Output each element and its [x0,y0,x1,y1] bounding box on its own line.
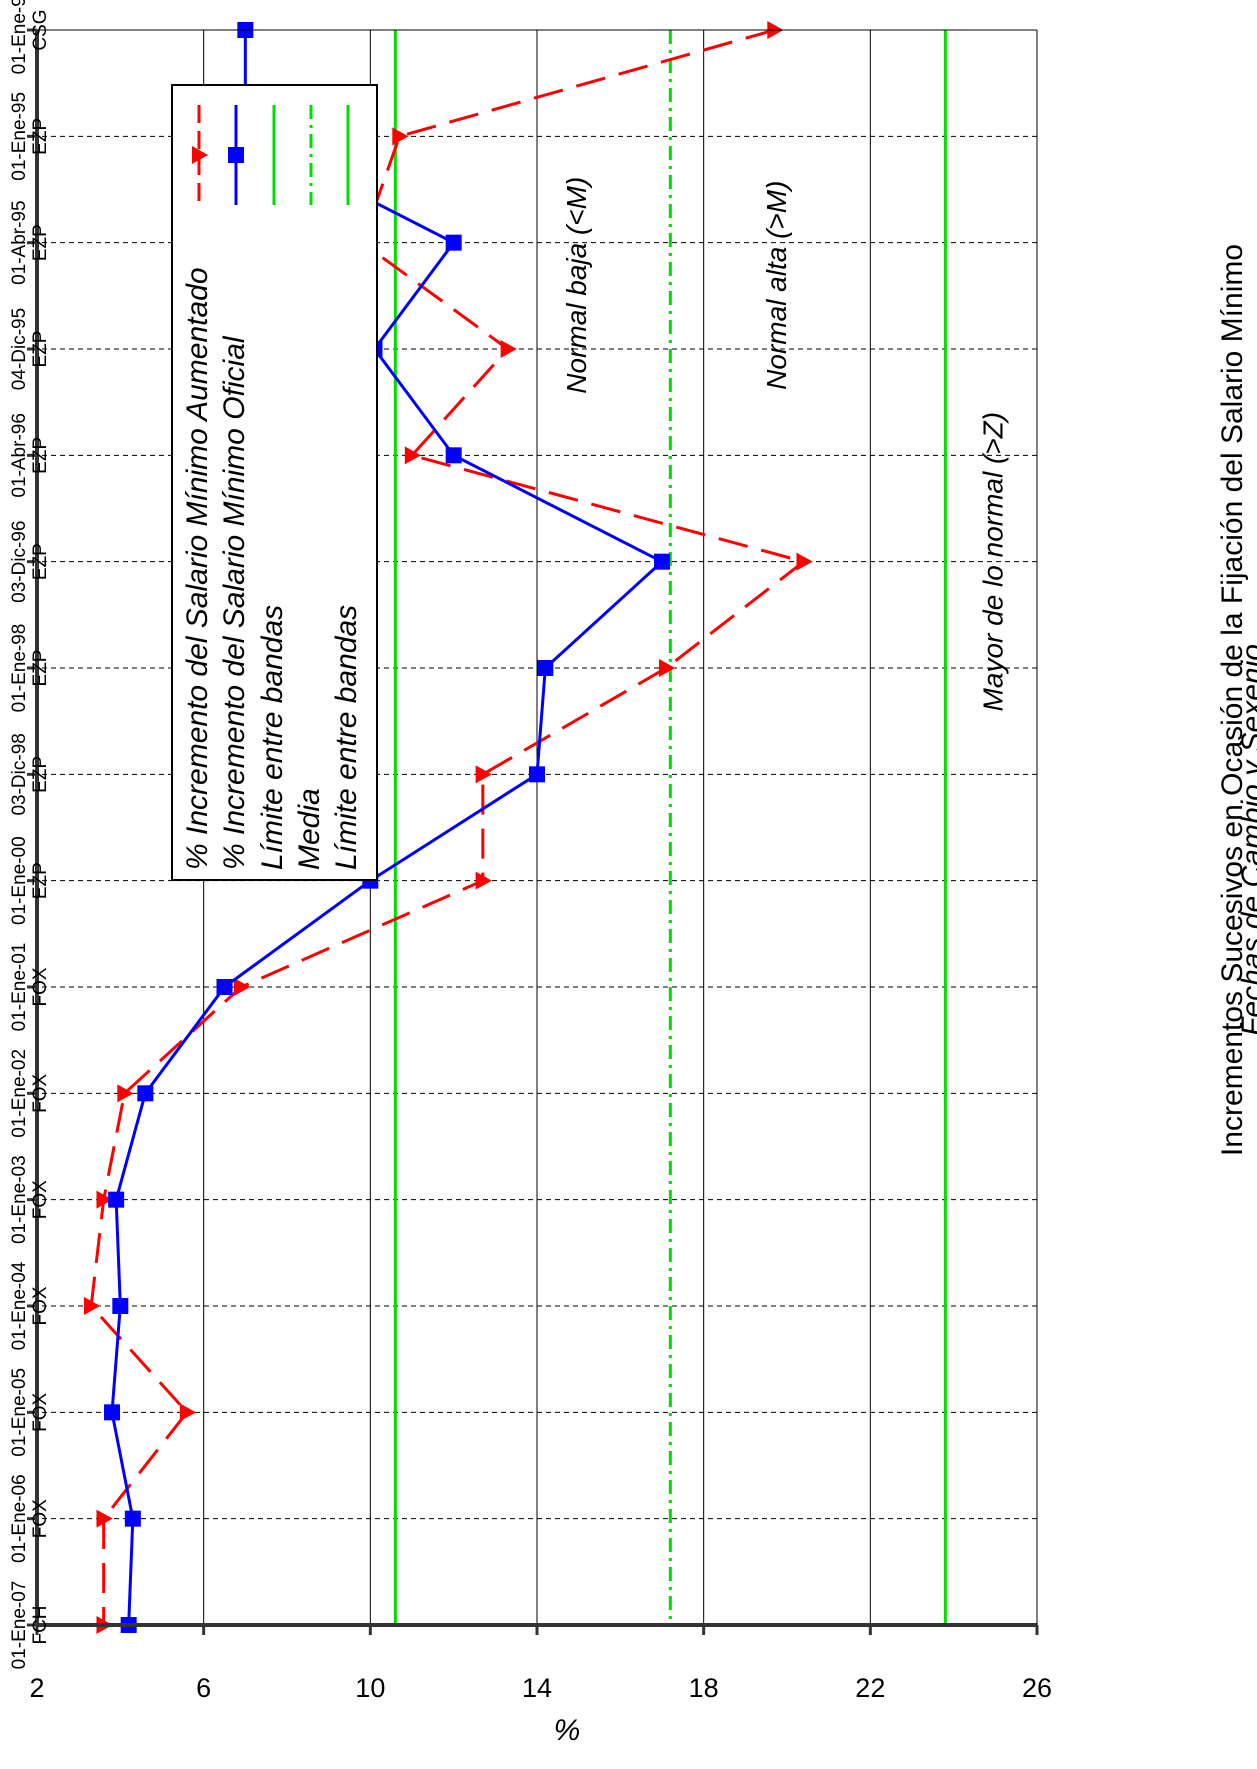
x-tick-label-sexenio: EZP [30,650,51,687]
legend-label: % Incremento del Salario Mínimo Oficial [218,335,251,870]
x-axis-title: Fechas de Cambio y Sexenio [1236,644,1257,1036]
legend-label: Límite entre bandas [256,605,289,870]
x-tick-label-sexenio: FOX [30,1073,51,1112]
data-point-triangle [392,127,409,146]
legend-label: Media [293,788,326,870]
x-tick-label-sexenio: EZP [30,756,51,793]
x-tick-label-date: 01-Ene-95 [9,92,30,181]
series-line [110,30,665,1626]
x-tick-label-date: 01-Ene-98 [9,624,30,713]
data-point-square [137,1085,154,1102]
y-tick-label: 18 [689,1673,719,1703]
band-label: Normal baja (<M) [561,177,592,394]
x-tick-label-sexenio: CSG [30,9,51,50]
axes [27,28,1039,1635]
data-point-square [529,766,545,783]
reference-lines [393,30,947,1625]
x-tick-label-sexenio: FOX [30,1392,51,1431]
data-series [83,21,813,1634]
band-label: Normal alta (>M) [761,181,792,390]
data-point-square [654,553,670,570]
x-tick-label-date: 01-Ene-04 [9,1261,30,1350]
x-tick-label-sexenio: EZP [30,543,51,580]
data-point-triangle [404,446,421,465]
data-point-triangle [117,1084,134,1103]
legend-label: Límite entre bandas [330,605,363,870]
legend-swatch-marker [192,146,208,164]
x-tick-label-date: 01-Ene-07 [9,1581,30,1670]
legend-label: % Incremento del Salario Mínimo Aumentad… [181,267,214,870]
x-tick-label-sexenio: FOX [30,1180,51,1219]
x-tick-label-date: 01-Ene-01 [9,943,30,1032]
data-point-triangle [500,340,517,358]
data-point-triangle [475,871,492,890]
data-point-triangle [658,659,676,677]
x-tick-label-sexenio: EZP [30,331,51,368]
data-point-square [216,979,233,995]
data-point-triangle [233,978,251,996]
y-tick-label: 2 [29,1673,44,1703]
chart-title: Incrementos Sucesivos en Ocasión de la F… [1216,244,1249,1156]
x-tick-label-date: 01-Ene-02 [9,1049,30,1138]
x-tick-label-sexenio: EZP [30,224,51,261]
data-point-square [112,1298,129,1314]
x-tick-label-date: 01-Ene-05 [9,1368,30,1457]
data-point-triangle [796,552,813,571]
legend-swatch-marker [228,147,244,163]
y-tick-label: 26 [1022,1673,1052,1703]
x-tick-label-date: 01-Ene-06 [9,1474,30,1563]
data-point-triangle [83,1297,101,1315]
x-tick-label-sexenio: FOX [30,967,51,1006]
rotated-chart-group: Incrementos Sucesivos en Ocasión de la F… [9,0,1257,1747]
x-tick-label-date: 01-Ene-03 [9,1155,30,1244]
x-tick-label-date: 01-Abr-95 [9,200,30,285]
data-point-triangle [96,1190,113,1209]
data-point-triangle [96,1509,113,1528]
x-tick-label-sexenio: EZP [30,118,51,155]
grid-lines [37,30,1037,1625]
data-point-square [104,1404,120,1421]
x-tick-label-date: 03-Dic-98 [9,733,30,815]
x-tick-label-sexenio: FOX [30,1286,51,1325]
band-label: Mayor de lo normal (>Z) [978,412,1009,712]
x-tick-label-sexenio: EZP [30,862,51,899]
y-tick-label: 6 [196,1673,211,1703]
data-point-triangle [179,1403,196,1422]
x-tick-label-sexenio: FOX [30,1499,51,1538]
x-tick-label-date: 03-Dic-96 [9,520,30,602]
x-tick-label-date: 01-Abr-96 [9,413,30,498]
data-point-square [124,1510,141,1527]
x-tick-label-date: 04-Dic-95 [9,308,30,390]
legend: % Incremento del Salario Mínimo Aumentad… [171,84,378,881]
data-point-square [445,447,462,464]
y-tick-label: 10 [355,1673,385,1703]
data-point-square [537,660,554,676]
x-tick-label-date: 01-Ene-00 [9,836,30,925]
data-point-triangle [475,765,492,784]
data-point-square [108,1191,125,1208]
y-tick-label: 22 [855,1673,885,1703]
series-line [89,28,807,1625]
y-tick-label: 14 [522,1673,552,1703]
data-point-square [445,234,462,251]
x-tick-label-date: 01-Ene-94 [9,0,30,74]
x-tick-label-sexenio: FCH [30,1605,51,1644]
x-tick-label-sexenio: EZP [30,437,51,474]
legend-box [171,84,378,881]
y-axis-title: % [554,1714,581,1747]
